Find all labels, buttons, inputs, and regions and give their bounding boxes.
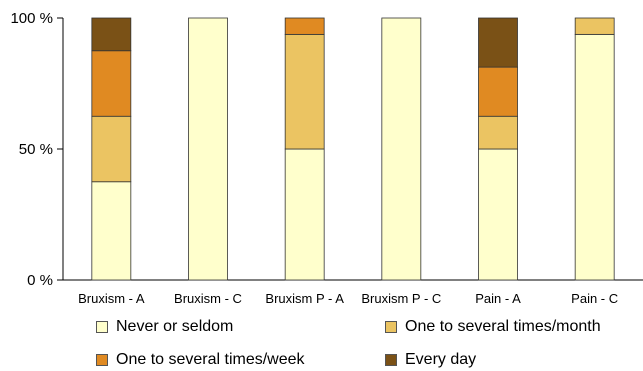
x-tick-labels: Bruxism - A Bruxism - C Bruxism P - A Bruxi… (78, 291, 618, 306)
bar-segment (574, 17, 615, 35)
bar-segment (478, 115, 518, 150)
bar-segment (284, 148, 325, 281)
bar-segment (284, 33, 325, 150)
x-tick-label: Pain - A (475, 291, 521, 306)
y-tick-label: 50 % (19, 141, 53, 158)
y-tick-labels: 0 % 50 % 100 % (10, 10, 53, 289)
y-tick-label: 100 % (10, 10, 53, 27)
bar-segment (91, 115, 132, 183)
bar-segment (478, 66, 518, 117)
x-tick-label: Bruxism - C (174, 291, 242, 306)
bar-segment (188, 17, 228, 281)
bar-segment (91, 50, 132, 117)
x-tick-label: Bruxism P - A (265, 291, 344, 306)
bars (91, 17, 615, 281)
bar-segment (91, 181, 132, 281)
bar-segment (284, 17, 325, 35)
bar-segment (574, 33, 615, 281)
x-tick-label: Bruxism - A (78, 291, 145, 306)
y-tick-label: 0 % (27, 272, 53, 289)
bar-segment (478, 148, 518, 281)
axes (57, 17, 643, 281)
bar-segment (478, 17, 518, 68)
bar-segment (91, 17, 132, 52)
x-tick-label: Pain - C (571, 291, 618, 306)
x-tick-label: Bruxism P - C (361, 291, 441, 306)
bar-segment (381, 17, 422, 281)
